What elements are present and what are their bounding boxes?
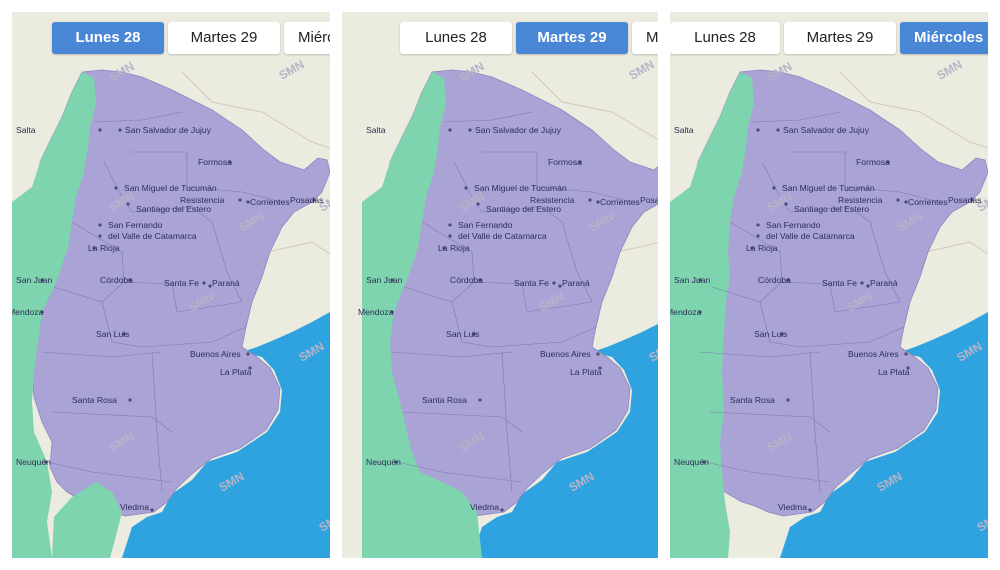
city-label-laplata: La Plata <box>878 367 910 377</box>
city-label-sanluis: San Luis <box>446 329 479 339</box>
city-label-larioja: La Rioja <box>438 243 470 253</box>
tab-miercoles[interactable]: Miércoles 30 <box>284 22 330 54</box>
city-label-formosa: Formosa <box>548 157 582 167</box>
city-label-mendoza: Mendoza <box>358 307 394 317</box>
day-tabs: Lunes 28 Martes 29 Miércoles 30 <box>342 22 658 54</box>
city-label-resistencia: Resistencia <box>180 195 225 205</box>
city-label-viedma: Viedma <box>470 502 499 512</box>
city-label-neuquen: Neuquén <box>674 457 709 467</box>
city-label-buenosaires: Buenos Aires <box>848 349 899 359</box>
city-label-tucuman: San Miguel de Tucumán <box>782 183 875 193</box>
city-label-viedma: Viedma <box>120 502 149 512</box>
tab-martes[interactable]: Martes 29 <box>784 22 896 54</box>
city-label-santiago: Santiago del Estero <box>794 204 869 214</box>
city-label-larioja: La Rioja <box>88 243 120 253</box>
tab-miercoles[interactable]: Miércoles 30 <box>900 22 988 54</box>
city-label-corrientes: Corrientes <box>600 197 640 207</box>
city-label-sanjuan: San Juan <box>366 275 403 285</box>
city-label-mendoza: Mendoza <box>670 307 702 317</box>
city-label-laplata: La Plata <box>570 367 602 377</box>
city-label-salta: Salta <box>674 125 694 135</box>
tab-martes[interactable]: Martes 29 <box>516 22 628 54</box>
city-label-viedma: Viedma <box>778 502 807 512</box>
city-label-santiago: Santiago del Estero <box>486 204 561 214</box>
tab-lunes[interactable]: Lunes 28 <box>52 22 164 54</box>
city-label-sanjuan: San Juan <box>16 275 53 285</box>
city-label-tucuman: San Miguel de Tucumán <box>474 183 567 193</box>
ocean-area <box>122 312 330 558</box>
tab-lunes[interactable]: Lunes 28 <box>670 22 780 54</box>
city-label-corrientes: Corrientes <box>250 197 290 207</box>
city-label-santafe: Santa Fe <box>822 278 857 288</box>
city-label-parana: Paraná <box>562 278 590 288</box>
city-label-jujuy: San Salvador de Jujuy <box>125 125 212 135</box>
city-label-sanluis: San Luis <box>96 329 129 339</box>
city-label-santafe: Santa Fe <box>514 278 549 288</box>
city-label-sanjuan: San Juan <box>674 275 711 285</box>
city-label-salta: Salta <box>16 125 36 135</box>
city-label-jujuy: San Salvador de Jujuy <box>475 125 562 135</box>
city-label-buenosaires: Buenos Aires <box>540 349 591 359</box>
smn-watermark: SMN <box>647 339 659 364</box>
city-label-posadas: Posadas <box>640 195 658 205</box>
city-label-formosa: Formosa <box>856 157 890 167</box>
city-label-santiago: Santiago del Estero <box>136 204 211 214</box>
city-label-laplata: La Plata <box>220 367 252 377</box>
city-label-jujuy: San Salvador de Jujuy <box>783 125 870 135</box>
city-label-parana: Paraná <box>212 278 240 288</box>
city-label-santarosa: Santa Rosa <box>72 395 117 405</box>
ocean-area <box>780 312 988 558</box>
city-label-cordoba: Córdoba <box>100 275 133 285</box>
city-label-salta: Salta <box>366 125 386 135</box>
city-label-corrientes: Corrientes <box>908 197 948 207</box>
tab-martes[interactable]: Martes 29 <box>168 22 280 54</box>
day-tabs: Lunes 28 Martes 29 Miércoles 30 <box>12 22 330 54</box>
city-label-buenosaires: Buenos Aires <box>190 349 241 359</box>
tab-lunes[interactable]: Lunes 28 <box>400 22 512 54</box>
ocean-area <box>472 324 658 558</box>
city-label-larioja: La Rioja <box>746 243 778 253</box>
tab-miercoles[interactable]: Miércoles 30 <box>632 22 658 54</box>
city-label-neuquen: Neuquén <box>16 457 51 467</box>
map-panel-lunes: SMN SMN SMN SMN SMN SMN SMN SMN SMN SMN Salta San S… <box>12 12 330 558</box>
city-label-catamarca_1: San Fernando <box>766 220 821 230</box>
city-label-resistencia: Resistencia <box>530 195 575 205</box>
city-label-catamarca_1: San Fernando <box>458 220 513 230</box>
city-label-sanluis: San Luis <box>754 329 787 339</box>
city-label-catamarca_2: del Valle de Catamarca <box>766 231 855 241</box>
city-label-cordoba: Córdoba <box>758 275 791 285</box>
city-label-neuquen: Neuquén <box>366 457 401 467</box>
map-panel-miercoles: SMN SMN SMN SMN SMN SMN SMN SMN SMN SMN Salta San S… <box>670 12 988 558</box>
day-tabs: Lunes 28 Martes 29 Miércoles 30 <box>670 22 988 54</box>
city-label-posadas: Posadas <box>290 195 323 205</box>
city-label-resistencia: Resistencia <box>838 195 883 205</box>
city-label-posadas: Posadas <box>948 195 981 205</box>
city-label-catamarca_2: del Valle de Catamarca <box>108 231 197 241</box>
city-label-santafe: Santa Fe <box>164 278 199 288</box>
city-label-santarosa: Santa Rosa <box>730 395 775 405</box>
city-label-cordoba: Córdoba <box>450 275 483 285</box>
city-label-mendoza: Mendoza <box>12 307 44 317</box>
city-label-santarosa: Santa Rosa <box>422 395 467 405</box>
city-label-formosa: Formosa <box>198 157 232 167</box>
city-label-catamarca_2: del Valle de Catamarca <box>458 231 547 241</box>
city-label-parana: Paraná <box>870 278 898 288</box>
city-label-catamarca_1: San Fernando <box>108 220 163 230</box>
city-label-tucuman: San Miguel de Tucumán <box>124 183 217 193</box>
